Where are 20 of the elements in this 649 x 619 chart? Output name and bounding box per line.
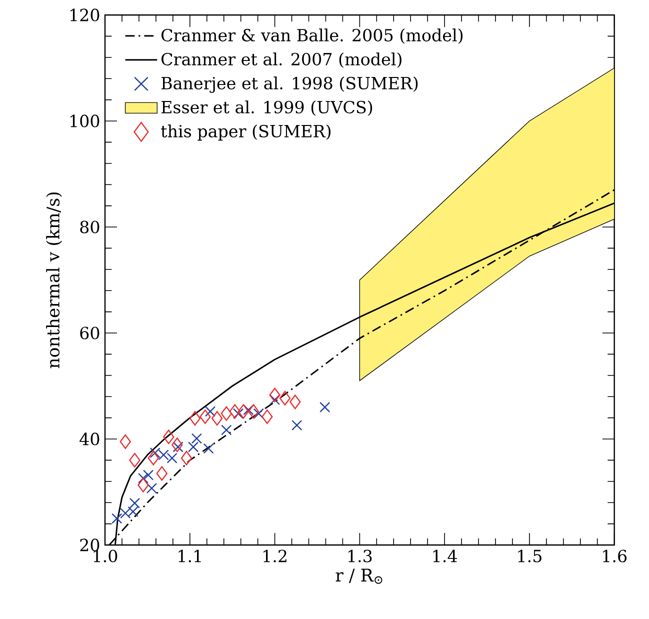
y-tick-label: 40 xyxy=(80,432,100,446)
x-tick-label: 1.1 xyxy=(178,550,201,562)
y-axis-title: nonthermal v (km/s) xyxy=(46,192,62,368)
x-tick-label: 1.3 xyxy=(348,550,372,562)
x-tick-label: 1.6 xyxy=(603,550,627,562)
y-tick-label: 100 xyxy=(70,114,100,128)
legend-label: Banerjee et al. 1998 (SUMER) xyxy=(161,76,418,93)
x-tick-label: 1.0 xyxy=(94,550,118,562)
legend-label: this paper (SUMER) xyxy=(161,124,330,141)
y-tick-label: 20 xyxy=(80,538,100,552)
y-tick-label: 120 xyxy=(70,8,100,22)
x-tick-label: 1.2 xyxy=(264,550,286,562)
x-axis-title: r / R$_{⊙}$ xyxy=(336,568,382,584)
legend-label: Esser et al. 1999 (UVCS) xyxy=(161,100,372,116)
x-tick-label: 1.4 xyxy=(433,550,457,562)
y-tick-label: 80 xyxy=(80,220,100,234)
y-tick-label: 60 xyxy=(80,326,100,340)
legend-label: Cranmer et al. 2007 (model) xyxy=(161,52,402,68)
legend-label: Cranmer & van Balle. 2005 (model) xyxy=(161,28,463,44)
x-tick-label: 1.5 xyxy=(518,550,542,562)
